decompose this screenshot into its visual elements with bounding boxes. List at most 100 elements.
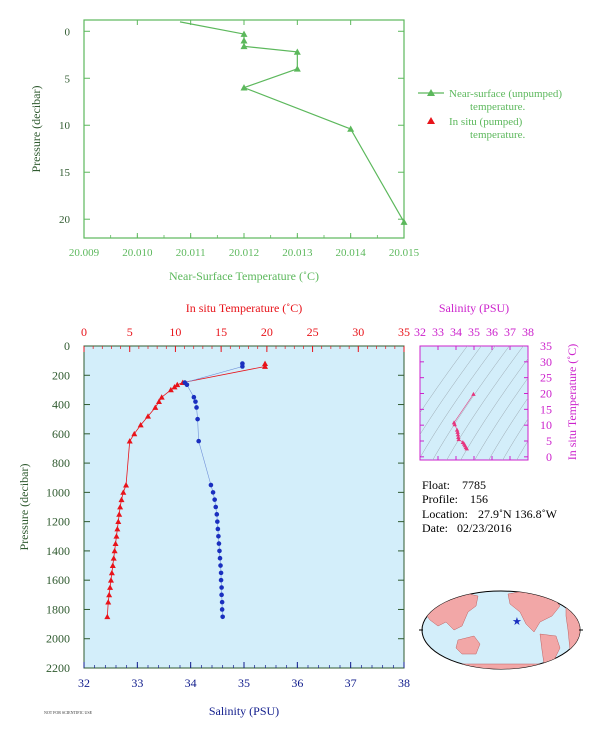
- pressure-tick-label: 0: [64, 339, 70, 353]
- ts-x-axis-label: Salinity (PSU): [439, 301, 509, 315]
- ts-density-contour: [420, 346, 496, 459]
- profile-label: Profile:: [422, 492, 458, 506]
- ts-x-tick-label: 35: [468, 325, 480, 339]
- temperature-point: [126, 438, 133, 444]
- ts-y-tick-label: 30: [540, 355, 552, 369]
- map-land-australia: [455, 635, 481, 655]
- temperature-point: [105, 599, 112, 605]
- ts-y-tick-label: 10: [540, 418, 552, 432]
- temperature-point: [120, 489, 127, 495]
- pressure-tick-label: 200: [52, 368, 70, 382]
- near-surface-x-axis-label: Near-Surface Temperature (˚C): [169, 269, 319, 283]
- ts-y-tick-label: 15: [540, 402, 552, 416]
- salinity-tick-label: 35: [238, 676, 250, 690]
- salinity-point: [217, 548, 222, 554]
- legend-unpumped-label-line1: Near-surface (unpumped): [449, 88, 562, 100]
- temperature-point: [104, 613, 111, 620]
- temperature-point: [107, 584, 114, 590]
- temperature-point: [155, 398, 162, 405]
- ts-point: [455, 432, 461, 437]
- ts-x-tick-label: 38: [522, 325, 534, 339]
- salinity-point: [220, 614, 225, 620]
- ts-plot-area: [419, 345, 529, 461]
- pressure-tick-label: 1600: [46, 573, 70, 587]
- salinity-tick-label: 38: [398, 676, 410, 690]
- salinity-point: [214, 512, 220, 517]
- temperature-point: [115, 518, 122, 525]
- salinity-point: [219, 592, 224, 598]
- salinity-point: [191, 394, 197, 400]
- salinity-line: [184, 363, 243, 617]
- salinity-point: [219, 607, 225, 612]
- date-value: 02/23/2016: [457, 521, 512, 535]
- temperature-tick-label: 5: [127, 325, 133, 339]
- y-tick-label: 15: [59, 167, 71, 179]
- profile-plot-area: [83, 345, 405, 669]
- temperature-tick-label: 0: [81, 325, 87, 339]
- x-tick-label: 20.012: [229, 247, 259, 259]
- salinity-point: [216, 541, 222, 546]
- ts-density-contour: [520, 316, 601, 480]
- salinity-point: [215, 526, 221, 532]
- profile-top-x-axis-label: In situ Temperature (˚C): [186, 301, 303, 315]
- pressure-tick-label: 2000: [46, 632, 70, 646]
- legend-pumped-label-line2: temperature.: [470, 129, 526, 141]
- x-tick-label: 20.013: [282, 247, 313, 259]
- near-surface-point: [293, 48, 301, 55]
- salinity-point: [212, 497, 217, 502]
- near-surface-panel: 20.009 20.010 20.011 20.012 20.013 20.014 20.0…: [29, 19, 420, 283]
- temperature-point: [171, 383, 178, 390]
- temperature-point: [112, 540, 119, 546]
- location-value: 27.9˚N 136.8˚W: [478, 507, 558, 521]
- ts-x-tick-label: 32: [414, 325, 426, 339]
- ts-density-contour: [474, 377, 528, 460]
- float-label: Float:: [422, 478, 450, 492]
- near-surface-y-axis-label: Pressure (decibar): [29, 86, 43, 173]
- temperature-point: [116, 511, 123, 517]
- x-tick-label: 20.009: [69, 247, 100, 259]
- world-map: ★: [419, 590, 583, 670]
- salinity-point: [196, 438, 201, 444]
- float-value: 7785: [462, 478, 486, 492]
- near-surface-point: [240, 84, 248, 91]
- temperature-point: [152, 404, 159, 410]
- ts-x-tick-label: 36: [486, 325, 498, 339]
- profile-bottom-x-axis-label: Salinity (PSU): [209, 704, 279, 718]
- temperature-point: [108, 569, 115, 576]
- near-surface-legend: Near-surface (unpumped) temperature. In …: [418, 88, 562, 141]
- salinity-point: [216, 533, 221, 539]
- salinity-point: [218, 577, 224, 583]
- legend-pumped-marker: [427, 117, 435, 124]
- salinity-point: [194, 405, 199, 410]
- float-info: Float: 7785 Profile: 156 Location: 27.9˚…: [422, 478, 558, 535]
- date-label: Date:: [422, 521, 448, 535]
- float-location-star-icon: ★: [512, 615, 522, 628]
- pressure-tick-label: 600: [52, 427, 70, 441]
- temperature-point: [106, 591, 113, 598]
- ts-point: [452, 422, 457, 427]
- temperature-point: [107, 577, 114, 583]
- temperature-point: [131, 430, 138, 437]
- pressure-tick-label: 1400: [46, 544, 70, 558]
- salinity-point: [210, 490, 216, 495]
- temperature-point: [262, 363, 269, 369]
- salinity-tick-label: 37: [345, 676, 357, 690]
- ts-point: [456, 435, 461, 439]
- temperature-point: [123, 482, 130, 488]
- near-surface-plot-area: [83, 19, 405, 239]
- temperature-point: [117, 504, 124, 510]
- ts-point: [471, 391, 476, 396]
- ts-y-tick-label: 0: [546, 450, 552, 464]
- salinity-point: [218, 563, 223, 568]
- profile-value: 156: [470, 492, 488, 506]
- salinity-tick-label: 33: [131, 676, 143, 690]
- near-surface-point: [240, 30, 248, 37]
- salinity-point: [240, 364, 245, 369]
- x-tick-label: 20.015: [389, 247, 420, 259]
- salinity-tick-label: 34: [185, 676, 197, 690]
- temperature-tick-label: 15: [215, 325, 227, 339]
- temperature-point: [110, 555, 117, 561]
- x-tick-label: 20.014: [336, 247, 367, 259]
- ts-y-tick-label: 5: [546, 434, 552, 448]
